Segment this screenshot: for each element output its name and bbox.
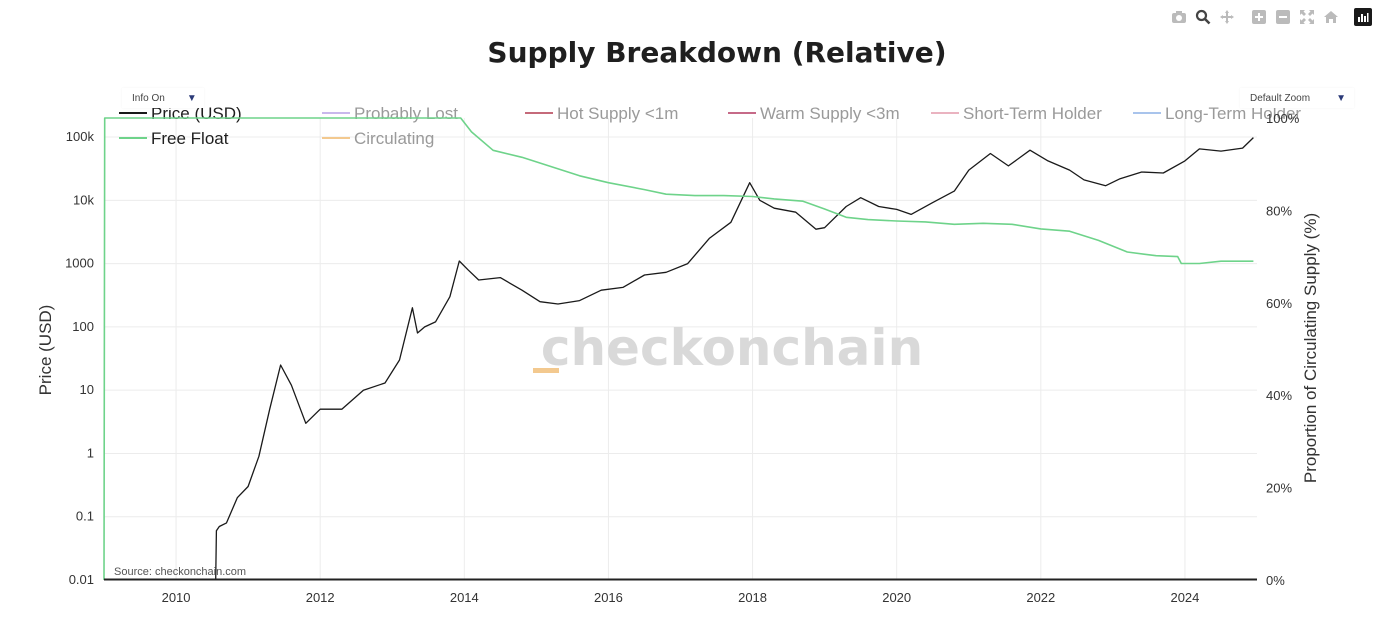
x-tick-label: 2016 (594, 590, 623, 605)
chevron-down-icon: ▼ (1336, 92, 1346, 104)
y2-tick-label: 60% (1266, 296, 1292, 311)
watermark: checkonchain (541, 319, 923, 377)
modebar (1170, 8, 1372, 26)
legend-label: Long-Term Holder (1165, 104, 1301, 123)
zoom-dropdown[interactable]: Default Zoom ▼ (1240, 88, 1354, 108)
series-line-price-usd- (215, 137, 1254, 581)
y-tick-label: 0.01 (69, 572, 94, 587)
plotly-logo-icon[interactable] (1354, 8, 1372, 26)
zoom-out-icon[interactable] (1274, 8, 1292, 26)
x-tick-label: 2018 (738, 590, 767, 605)
legend-label: Short-Term Holder (963, 104, 1102, 123)
source-note: Source: checkonchain.com (114, 566, 246, 578)
legend-label: Free Float (151, 129, 229, 148)
autoscale-icon[interactable] (1298, 8, 1316, 26)
x-tick-label: 2020 (882, 590, 911, 605)
gridlines (104, 118, 1257, 580)
legend: Price (USD) Probably Lost Hot Supply <1m Wa… (119, 104, 1301, 148)
y-tick-label: 1 (87, 445, 94, 460)
legend-label: Probably Lost (354, 104, 458, 123)
pan-icon[interactable] (1218, 8, 1236, 26)
series-lines (103, 117, 1254, 581)
y2-tick-label: 20% (1266, 481, 1292, 496)
camera-icon[interactable] (1170, 8, 1188, 26)
x-tick-label: 2012 (306, 590, 335, 605)
legend-label: Circulating (354, 129, 434, 148)
y-tick-label: 10 (80, 382, 94, 397)
x-tick-label: 2010 (162, 590, 191, 605)
y-tick-label: 1000 (65, 256, 94, 271)
chevron-down-icon: ▼ (186, 92, 197, 104)
series-line-free-float (103, 117, 1254, 581)
home-icon[interactable] (1322, 8, 1340, 26)
y2-axis-ticks: 0% 20% 40% 60% 80% 100% (1266, 111, 1300, 588)
x-tick-label: 2022 (1026, 590, 1055, 605)
x-axis-ticks: 2010 2012 2014 2016 2018 2020 2022 2024 (162, 590, 1200, 605)
legend-label: Hot Supply <1m (557, 104, 678, 123)
x-tick-label: 2014 (450, 590, 479, 605)
chart-title: Supply Breakdown (Relative) (487, 36, 946, 69)
y2-axis-title: Proportion of Circulating Supply (%) (1301, 213, 1320, 483)
y2-tick-label: 80% (1266, 203, 1292, 218)
y2-tick-label: 40% (1266, 388, 1292, 403)
y-tick-label: 100 (72, 319, 94, 334)
zoom-in-icon[interactable] (1250, 8, 1268, 26)
legend-label: Warm Supply <3m (760, 104, 900, 123)
y-tick-label: 100k (66, 129, 95, 144)
watermark-underscore (533, 368, 559, 373)
info-toggle-label: Info On (132, 92, 165, 104)
y-axis-title: Price (USD) (36, 305, 55, 396)
info-toggle-dropdown[interactable]: Info On ▼ (122, 88, 204, 108)
zoom-icon[interactable] (1194, 8, 1212, 26)
zoom-dropdown-label: Default Zoom (1250, 92, 1311, 104)
y2-tick-label: 0% (1266, 573, 1285, 588)
x-tick-label: 2024 (1170, 590, 1199, 605)
y2-tick-label: 100% (1266, 111, 1300, 126)
y-tick-label: 0.1 (76, 509, 94, 524)
y-axis-ticks: 0.01 0.1 1 10 100 1000 10k 100k (65, 129, 94, 587)
y-tick-label: 10k (73, 192, 94, 207)
